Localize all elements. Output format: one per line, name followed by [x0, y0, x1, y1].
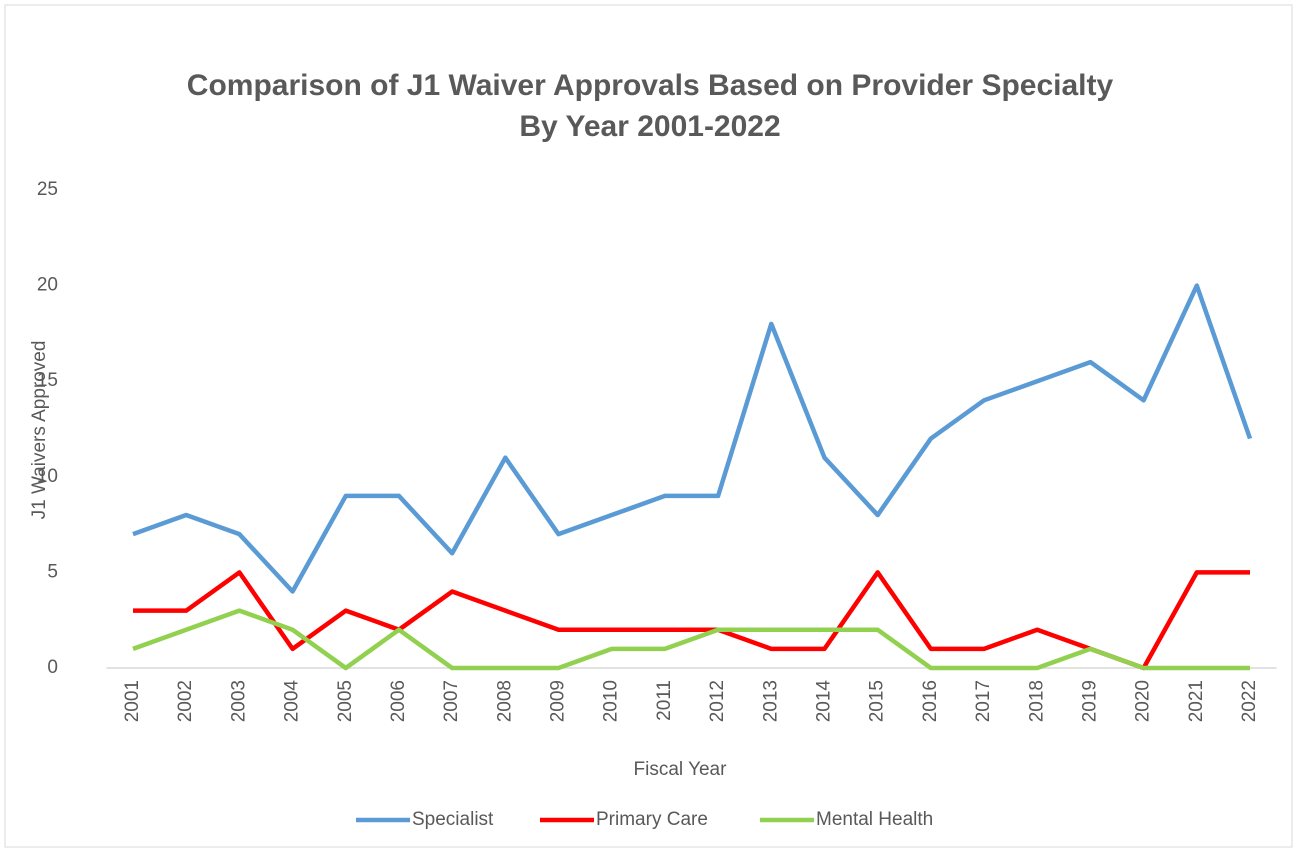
x-tick-label: 2003 — [228, 680, 249, 722]
x-tick-label: 2005 — [335, 680, 356, 722]
x-tick-label: 2013 — [760, 680, 781, 722]
x-tick-label: 2018 — [1026, 680, 1047, 722]
series-line — [132, 608, 1250, 671]
x-tick-label: 2004 — [282, 680, 303, 723]
y-axis-title: J1 Waivers Approved — [29, 341, 50, 520]
x-tick-label: 2012 — [707, 680, 728, 722]
series-line — [132, 283, 1253, 594]
x-tick-label: 2016 — [920, 680, 941, 722]
x-tick-label: 2017 — [973, 680, 994, 722]
x-tick-label: 2019 — [1079, 680, 1100, 722]
y-tick-label: 25 — [37, 179, 58, 200]
legend-label: Specialist — [412, 809, 494, 830]
y-tick-label: 0 — [47, 657, 58, 678]
x-tick-label: 2007 — [441, 680, 462, 722]
chart-border — [4, 4, 1293, 848]
x-tick-label: 2022 — [1239, 680, 1260, 722]
chart-title: Comparison of J1 Waiver Approvals Based … — [187, 69, 1114, 102]
legend-label: Mental Health — [816, 809, 933, 830]
chart-title: By Year 2001-2022 — [519, 110, 780, 143]
x-tick-label: 2021 — [1186, 680, 1207, 722]
x-tick-label: 2014 — [813, 680, 834, 723]
x-tick-label: 2010 — [601, 680, 622, 722]
series-line — [132, 570, 1250, 671]
x-tick-label: 2002 — [175, 680, 196, 722]
x-tick-label: 2009 — [548, 680, 569, 722]
x-tick-label: 2008 — [494, 680, 515, 722]
y-tick-label: 10 — [37, 466, 58, 487]
x-tick-label: 2011 — [654, 680, 675, 721]
x-tick-label: 2015 — [867, 680, 888, 722]
x-axis-title: Fiscal Year — [634, 759, 728, 780]
x-tick-label: 2001 — [122, 680, 143, 722]
y-tick-label: 5 — [47, 561, 58, 582]
x-tick-label: 2020 — [1133, 680, 1154, 722]
x-tick-label: 2006 — [388, 680, 409, 722]
y-tick-label: 15 — [37, 370, 58, 391]
y-tick-label: 20 — [37, 275, 58, 296]
legend-label: Primary Care — [596, 809, 708, 830]
